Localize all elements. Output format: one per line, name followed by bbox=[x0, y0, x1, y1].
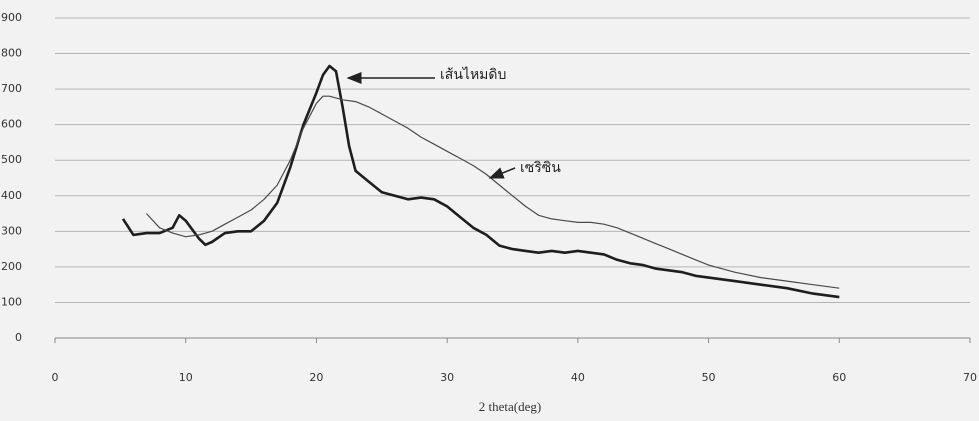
series-label: เส้นไหมดิบ bbox=[440, 66, 506, 83]
y-tick-label: 700 bbox=[1, 82, 22, 95]
x-tick-label: 40 bbox=[571, 371, 585, 384]
chart: 2 theta(deg) 010020030040050060070080090… bbox=[0, 0, 979, 421]
x-axis-title: 2 theta(deg) bbox=[479, 399, 541, 414]
series-label: เซริซิน bbox=[520, 160, 561, 176]
x-tick-label: 10 bbox=[179, 371, 193, 384]
y-tick-label: 900 bbox=[1, 11, 22, 24]
x-tick-label: 50 bbox=[702, 371, 716, 384]
y-tick-label: 600 bbox=[1, 118, 22, 131]
y-tick-label: 100 bbox=[1, 295, 22, 308]
x-tick-label: 20 bbox=[309, 371, 323, 384]
x-tick-label: 30 bbox=[440, 371, 454, 384]
series-line bbox=[123, 66, 839, 297]
x-tick-label: 70 bbox=[963, 371, 977, 384]
y-tick-label: 0 bbox=[15, 331, 22, 344]
y-tick-label: 500 bbox=[1, 153, 22, 166]
y-tick-label: 800 bbox=[1, 47, 22, 60]
annotation-arrow bbox=[490, 168, 515, 178]
x-tick-label: 0 bbox=[52, 371, 59, 384]
y-tick-label: 200 bbox=[1, 260, 22, 273]
x-tick-label: 60 bbox=[832, 371, 846, 384]
y-tick-label: 300 bbox=[1, 224, 22, 237]
y-tick-label: 400 bbox=[1, 189, 22, 202]
